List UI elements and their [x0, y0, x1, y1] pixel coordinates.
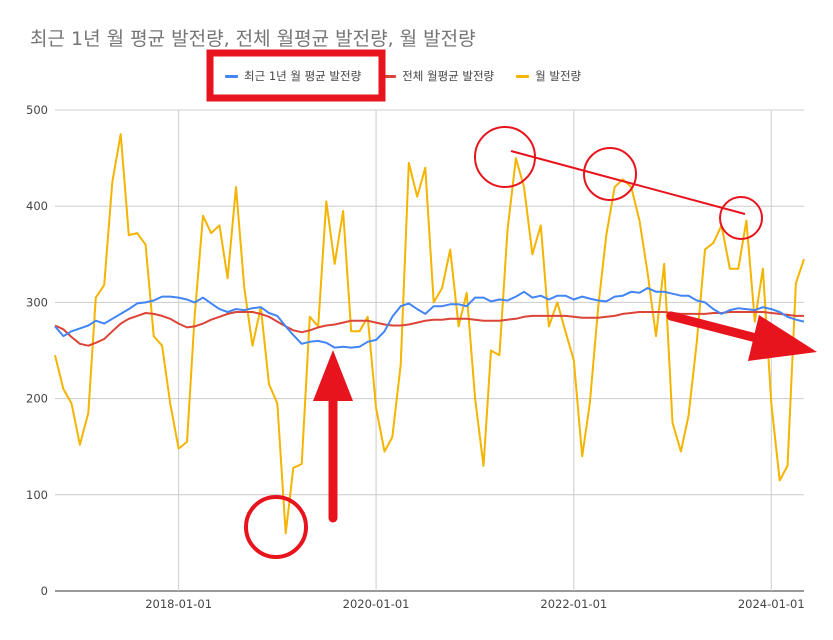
- legend-swatch-series-1: [225, 74, 238, 78]
- x-tick-label: 2020-01-01: [343, 597, 410, 611]
- annotation-arrow-right-head: [748, 315, 817, 361]
- grid-lines: [55, 109, 804, 592]
- series-line-1[interactable]: [54, 287, 805, 349]
- legend-label-series-1: 최근 1년 월 평균 발전량: [244, 69, 362, 83]
- series-line-3[interactable]: [54, 133, 805, 535]
- chart-title: 최근 1년 월 평균 발전량, 전체 월평균 발전량, 월 발전량: [30, 28, 476, 50]
- annotation-arrow-up-head: [313, 350, 353, 401]
- y-tick-label: 400: [26, 199, 48, 213]
- x-tick-label: 2022-01-01: [540, 597, 607, 611]
- annotation-arrow-right-shaft: [666, 311, 769, 345]
- annotation-circle-peak-2: [583, 147, 637, 201]
- annotation-circle-low: [244, 495, 308, 559]
- y-tick-label: 500: [26, 103, 48, 117]
- y-tick-label: 200: [26, 392, 48, 406]
- legend-swatch-series-3: [516, 74, 530, 78]
- y-tick-label: 100: [26, 488, 48, 502]
- x-tick-label: 2018-01-01: [145, 597, 212, 611]
- y-tick-label: 300: [26, 295, 48, 309]
- x-tick-label: 2024-01-01: [738, 597, 805, 611]
- annotation-trend-line: [510, 150, 746, 215]
- series-lines: [54, 133, 805, 535]
- axis-labels: 0 100 200 300 400 500 2018-01-01 2020-01-01 2022…: [26, 103, 805, 611]
- legend-item-series-2[interactable]: 전체 월평균 발전량: [383, 68, 494, 84]
- annotations: [206, 49, 817, 559]
- legend-item-series-3[interactable]: 월 발전량: [516, 68, 581, 84]
- legend-highlight-box: [206, 49, 386, 102]
- y-tick-label: 0: [41, 584, 48, 598]
- legend-item-series-1[interactable]: 최근 1년 월 평균 발전량: [225, 68, 361, 84]
- legend-swatch-series-2: [383, 74, 397, 78]
- annotation-circle-peak-1: [474, 126, 536, 188]
- annotation-circle-peak-3: [719, 196, 763, 240]
- legend-label-series-3: 월 발전량: [535, 69, 582, 83]
- chart-legend: 최근 1년 월 평균 발전량 전체 월평균 발전량 월 발전량: [225, 66, 581, 86]
- legend-label-series-2: 전체 월평균 발전량: [402, 69, 495, 83]
